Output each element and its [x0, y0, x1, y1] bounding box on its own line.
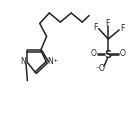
Text: S: S — [105, 50, 112, 60]
Text: N: N — [21, 57, 26, 66]
Text: ⁻O: ⁻O — [96, 64, 106, 73]
Text: N: N — [48, 57, 53, 66]
Text: O: O — [91, 49, 96, 58]
Text: O: O — [120, 49, 126, 58]
Text: F: F — [106, 19, 110, 28]
Text: +: + — [52, 58, 57, 63]
Text: F: F — [120, 24, 124, 33]
Text: F: F — [93, 22, 98, 32]
